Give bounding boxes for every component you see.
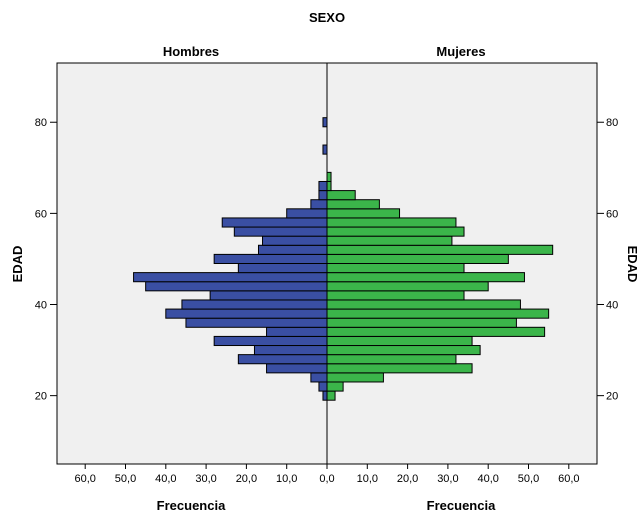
bar-mujeres [326, 390, 336, 401]
y-axis-label-right: EDAD [625, 246, 640, 283]
chart-title: SEXO [309, 10, 345, 25]
x-tick-label-hombres: 10,0 [276, 473, 297, 485]
x-tick-label-mujeres: 10,0 [357, 473, 378, 485]
bar-hombres [318, 180, 328, 192]
bar-mujeres [326, 253, 509, 265]
bar-mujeres [326, 217, 457, 228]
bar-hombres [221, 217, 328, 228]
bar-hombres [266, 363, 328, 374]
y-tick-label-right: 60 [606, 208, 618, 220]
bar-mujeres [326, 345, 481, 356]
x-axis-label-hombres: Frecuencia [157, 498, 226, 513]
bars-mujeres [326, 171, 554, 401]
y-tick-label-right: 80 [606, 117, 618, 129]
bar-mujeres [326, 354, 457, 365]
x-tick-label-hombres: 30,0 [195, 473, 216, 485]
bar-hombres [133, 272, 328, 283]
bar-mujeres [326, 299, 521, 310]
bar-mujeres [326, 208, 401, 219]
bar-hombres [310, 372, 328, 383]
bar-mujeres [326, 235, 453, 246]
bar-hombres [213, 335, 328, 347]
x-tick-label-mujeres: 40,0 [477, 473, 498, 485]
bar-mujeres [326, 290, 465, 301]
x-tick-label-hombres: 60,0 [74, 473, 95, 485]
y-axis-label-left: EDAD [10, 246, 25, 283]
bar-mujeres [326, 326, 546, 337]
bar-hombres [213, 253, 328, 265]
bar-hombres [257, 244, 328, 255]
bar-hombres [322, 390, 328, 401]
bar-hombres [181, 299, 328, 310]
bar-mujeres [326, 226, 465, 237]
bar-mujeres [326, 272, 525, 283]
x-axis-label-mujeres: Frecuencia [427, 498, 496, 513]
bar-mujeres [326, 363, 473, 374]
bar-mujeres [326, 317, 517, 328]
bar-hombres [266, 326, 328, 337]
bar-mujeres [326, 308, 550, 319]
bar-hombres [318, 190, 328, 201]
bar-mujeres [326, 381, 344, 392]
bar-hombres [286, 208, 328, 219]
bar-mujeres [326, 263, 465, 274]
x-tick-label-mujeres: 50,0 [518, 473, 539, 485]
bar-hombres [233, 226, 328, 237]
bar-hombres [322, 144, 328, 155]
bar-mujeres [326, 281, 489, 292]
bar-mujeres [326, 171, 332, 182]
bar-hombres [322, 117, 328, 128]
y-tick-label-left: 80 [35, 117, 47, 129]
bar-mujeres [326, 180, 332, 192]
bar-hombres [310, 199, 328, 210]
bar-mujeres [326, 199, 380, 210]
bars-hombres [133, 117, 328, 401]
bar-hombres [318, 381, 328, 392]
bar-hombres [237, 263, 328, 274]
bar-hombres [262, 235, 328, 246]
y-tick-label-right: 40 [606, 300, 618, 312]
y-tick-label-left: 20 [35, 391, 47, 403]
bar-mujeres [326, 190, 356, 201]
bar-hombres [253, 345, 328, 356]
bar-mujeres [326, 244, 554, 255]
x-tick-label-mujeres: 30,0 [437, 473, 458, 485]
x-tick-label-hombres: 50,0 [115, 473, 136, 485]
panel-title-mujeres: Mujeres [436, 44, 485, 59]
panel-title-hombres: Hombres [163, 44, 219, 59]
bar-hombres [165, 308, 328, 319]
bar-hombres [237, 354, 328, 365]
x-tick-label-hombres: 40,0 [155, 473, 176, 485]
bar-hombres [145, 281, 328, 292]
y-tick-label-right: 20 [606, 391, 618, 403]
bar-mujeres [326, 372, 384, 383]
x-tick-label-hombres: 20,0 [236, 473, 257, 485]
bar-mujeres [326, 335, 473, 347]
x-tick-label-hombres: 0,0 [319, 473, 334, 485]
x-tick-label-mujeres: 20,0 [397, 473, 418, 485]
bar-hombres [209, 290, 328, 301]
x-axis-ticks: 60,0 60,0 50,0 50,0 40,0 40,0 30,0 30,0 20,0 20,0… [74, 464, 580, 485]
y-tick-label-left: 60 [35, 208, 47, 220]
y-tick-label-left: 40 [35, 300, 47, 312]
x-tick-label-mujeres: 60,0 [558, 473, 579, 485]
bar-hombres [185, 317, 328, 328]
y-axis-ticks: 20 20 40 40 60 60 80 80 [35, 117, 619, 402]
